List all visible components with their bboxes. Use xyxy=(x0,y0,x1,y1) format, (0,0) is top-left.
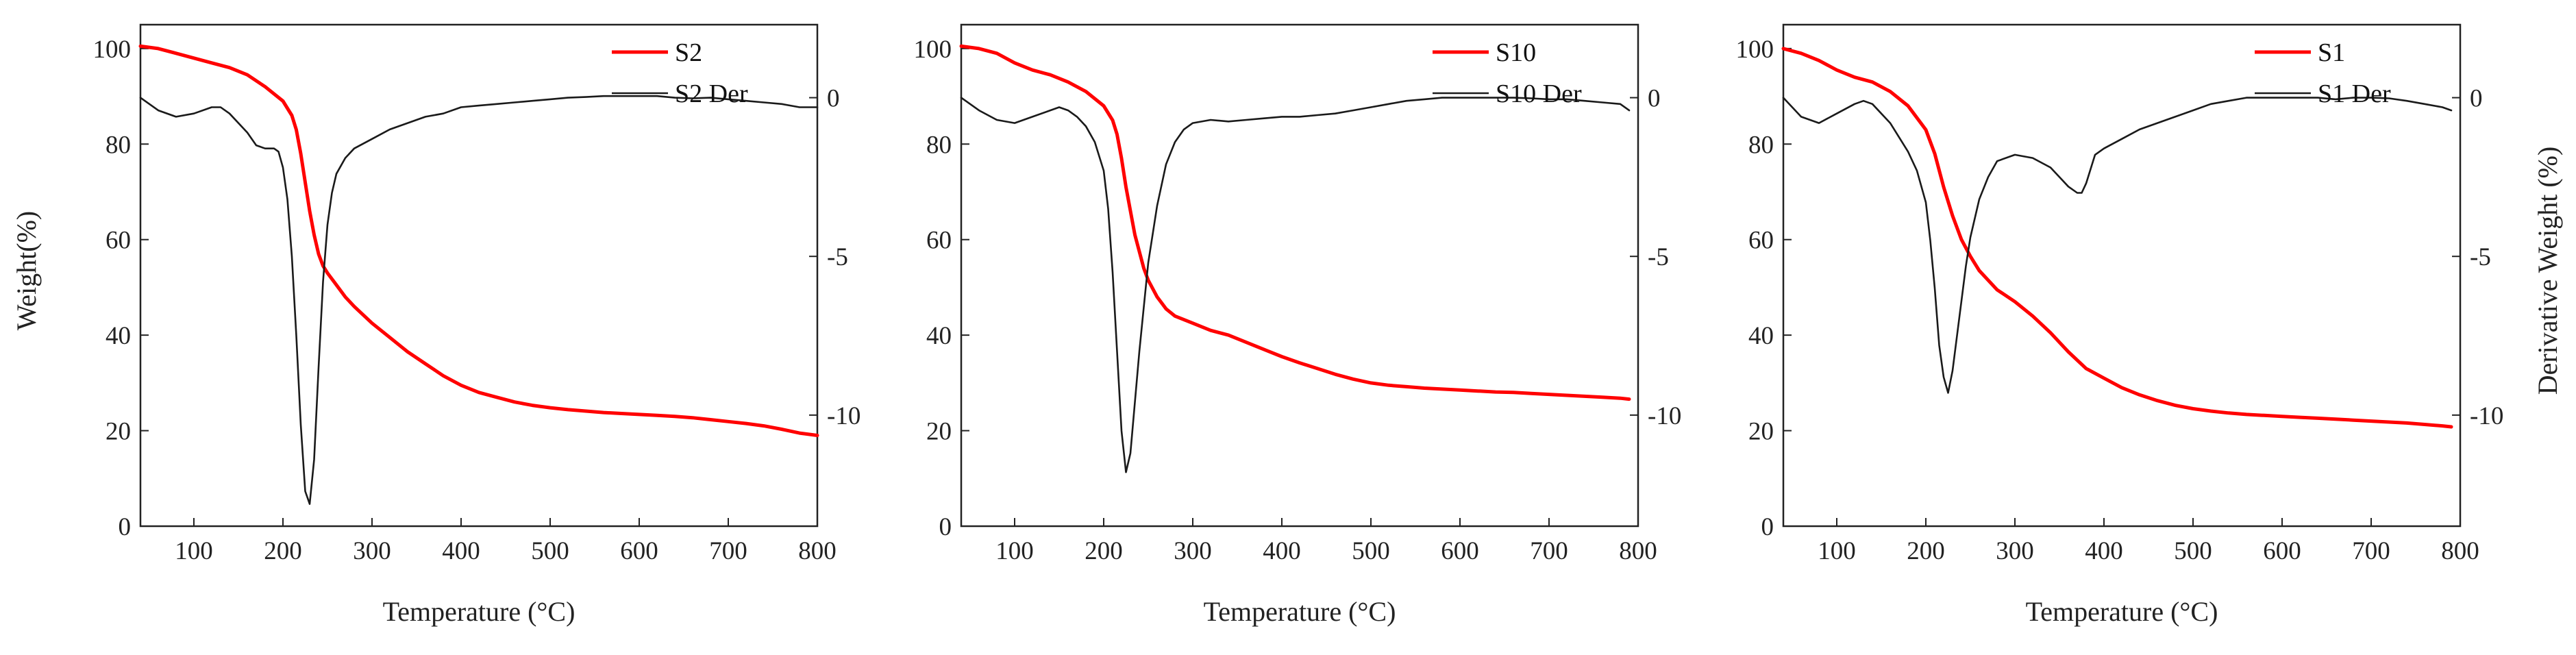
legend-label: S10 Der xyxy=(1496,79,1582,108)
y2-tick-label: 0 xyxy=(2470,85,2483,113)
y-tick-label: 20 xyxy=(106,418,131,446)
y-tick-label: 100 xyxy=(914,36,952,64)
y-tick-label: 60 xyxy=(1748,227,1774,255)
x-tick-label: 700 xyxy=(1530,537,1568,565)
y-tick-label: 80 xyxy=(106,131,131,159)
legend-label: S2 xyxy=(675,38,702,67)
chart-panel-1: 100 200 300 400 500 600 700 800 0 20 40 60 80 100 -10 -… xyxy=(93,23,860,627)
y-tick-label: 40 xyxy=(1748,322,1774,350)
x-tick-label: 500 xyxy=(531,537,569,565)
x-tick-label: 800 xyxy=(2441,537,2479,565)
y2-tick-label: -10 xyxy=(827,402,860,430)
x-tick-label: 100 xyxy=(175,537,213,565)
chart-panel-3: 100 200 300 400 500 600 700 800 0 20 40 60 80 100 -10 -… xyxy=(1736,23,2503,627)
y-tick-label: 100 xyxy=(93,36,132,64)
x-tick-label: 100 xyxy=(995,537,1034,565)
series-line-s1 xyxy=(1781,47,2453,429)
series-line-s10 xyxy=(959,44,1631,401)
legend-label: S1 Der xyxy=(2318,79,2391,108)
y-tick-label: 40 xyxy=(106,322,131,350)
y2-tick-label: -5 xyxy=(1648,243,1669,271)
y-tick-label: 60 xyxy=(926,227,952,255)
series-line-s2-der xyxy=(139,95,819,505)
x-tick-label: 800 xyxy=(798,537,837,565)
x-tick-label: 600 xyxy=(620,537,658,565)
y-tick-label: 20 xyxy=(1748,418,1774,446)
y-tick-label: 0 xyxy=(1761,513,1774,541)
x-tick-label: 200 xyxy=(1907,537,1945,565)
y-tick-label: 80 xyxy=(1748,131,1774,159)
x-axis-title: Temperature (°C) xyxy=(1204,596,1396,627)
x-axis-title: Temperature (°C) xyxy=(2026,596,2218,627)
x-tick-label: 400 xyxy=(442,537,480,565)
legend-label: S10 xyxy=(1496,38,1536,67)
x-tick-label: 700 xyxy=(2352,537,2390,565)
y-tick-label: 100 xyxy=(1736,36,1774,64)
x-tick-label: 100 xyxy=(1818,537,1856,565)
x-tick-label: 600 xyxy=(2263,537,2301,565)
x-tick-label: 400 xyxy=(1263,537,1301,565)
x-tick-label: 300 xyxy=(1174,537,1212,565)
plot-frame xyxy=(1782,23,2462,528)
x-tick-label: 200 xyxy=(264,537,302,565)
y2-tick-label: 0 xyxy=(827,85,840,113)
y-right-axis-title: Derivative Weight (%) xyxy=(2532,147,2563,395)
chart-panel-2: 100 200 300 400 500 600 700 800 0 20 40 60 80 100 -10 -… xyxy=(914,23,1681,627)
x-tick-label: 500 xyxy=(2174,537,2212,565)
x-tick-label: 600 xyxy=(1441,537,1479,565)
y2-tick-label: -10 xyxy=(1648,402,1681,430)
y-tick-label: 0 xyxy=(119,513,132,541)
x-tick-label: 700 xyxy=(709,537,747,565)
y-tick-label: 20 xyxy=(926,418,952,446)
x-tick-label: 300 xyxy=(1996,537,2034,565)
x-axis-title: Temperature (°C) xyxy=(383,596,575,627)
legend-label: S1 xyxy=(2318,38,2345,67)
series-line-s2 xyxy=(138,44,819,437)
y2-tick-label: 0 xyxy=(1648,85,1661,113)
series-line-s10-der xyxy=(960,97,1631,473)
y-tick-label: 80 xyxy=(926,131,952,159)
y2-tick-label: -5 xyxy=(827,243,848,271)
x-tick-label: 800 xyxy=(1619,537,1657,565)
legend-label: S2 Der xyxy=(675,79,748,108)
x-tick-label: 500 xyxy=(1352,537,1390,565)
x-tick-label: 300 xyxy=(353,537,391,565)
y-tick-label: 40 xyxy=(926,322,952,350)
y-tick-label: 60 xyxy=(106,227,131,255)
x-tick-label: 200 xyxy=(1085,537,1123,565)
y-tick-label: 0 xyxy=(939,513,952,541)
plot-frame xyxy=(139,23,819,528)
series-line-s1-der xyxy=(1782,97,2453,394)
y2-tick-label: -10 xyxy=(2470,402,2503,430)
y2-tick-label: -5 xyxy=(2470,243,2491,271)
x-tick-label: 400 xyxy=(2085,537,2123,565)
plot-frame xyxy=(960,23,1639,528)
y-left-axis-title: Weight(%) xyxy=(11,211,42,331)
